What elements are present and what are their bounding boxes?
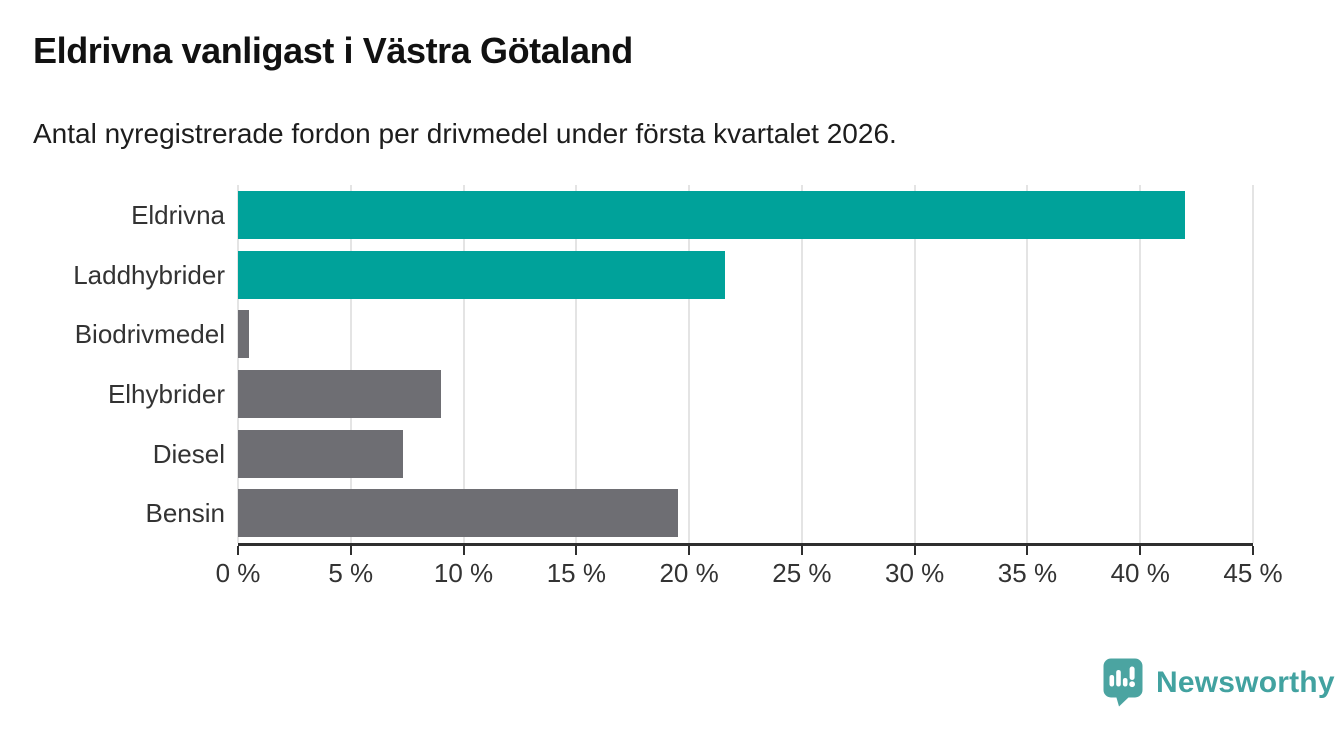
axis-tick-label: 35 %	[997, 558, 1058, 588]
gridline	[800, 185, 803, 543]
axis-tick-label: 5 %	[328, 558, 374, 588]
x-axis: 0 % 5 % 10 % 15 % 20 % 25 % 30 % 35 % 40 % 45 %	[216, 546, 1283, 606]
axis-tick	[237, 546, 239, 555]
axis-tick	[1252, 546, 1254, 555]
gridline	[575, 185, 578, 543]
gridline	[349, 185, 352, 543]
axis-tick	[913, 546, 916, 555]
axis-tick-label: 45 %	[1223, 558, 1283, 588]
category-label: Diesel	[152, 438, 225, 469]
axis-tick	[1026, 546, 1029, 555]
bar-eldrivna	[238, 190, 1186, 239]
plot-area	[237, 185, 1254, 546]
category-label: Eldrivna	[131, 199, 225, 230]
axis-tick	[462, 546, 465, 555]
axis-tick	[349, 546, 352, 555]
axis-tick-label: 30 %	[885, 558, 945, 588]
gridline	[1139, 185, 1142, 543]
bar-diesel	[238, 429, 403, 478]
axis-tick-label: 40 %	[1110, 558, 1170, 588]
bar-elhybrider	[238, 369, 441, 418]
bar-biodrivmedel	[238, 310, 250, 359]
axis-tick-label: 15 %	[546, 558, 606, 588]
category-label: Biodrivmedel	[74, 319, 225, 350]
bar-laddhybrider	[238, 250, 726, 299]
gridline	[913, 185, 916, 543]
bar-bensin	[238, 489, 678, 538]
axis-tick	[800, 546, 803, 555]
gridline	[1252, 185, 1254, 543]
axis-tick-label: 20 %	[659, 558, 719, 588]
gridline	[237, 185, 239, 543]
axis-tick	[575, 546, 578, 555]
axis-tick-label: 0 %	[215, 558, 261, 588]
gridline	[688, 185, 691, 543]
chart-title: Eldrivna vanligast i Västra Götaland	[33, 30, 633, 71]
category-label-layer: Eldrivna Laddhybrider Biodrivmedel Elhybrid…	[0, 185, 225, 543]
newsworthy-logo: Newsworthy	[1103, 658, 1335, 707]
axis-tick-label: 10 %	[433, 558, 494, 588]
newsworthy-pin-bar-chart-icon	[1103, 658, 1143, 707]
gridline	[462, 185, 465, 543]
gridline	[1026, 185, 1029, 543]
category-label: Bensin	[145, 498, 226, 529]
axis-tick	[1139, 546, 1142, 555]
category-label: Laddhybrider	[73, 259, 225, 290]
axis-tick	[688, 546, 691, 555]
chart-subtitle: Antal nyregistrerade fordon per drivmede…	[33, 118, 897, 149]
axis-tick-label: 25 %	[772, 558, 832, 588]
category-label: Elhybrider	[107, 378, 225, 409]
newsworthy-wordmark: Newsworthy	[1156, 665, 1335, 699]
